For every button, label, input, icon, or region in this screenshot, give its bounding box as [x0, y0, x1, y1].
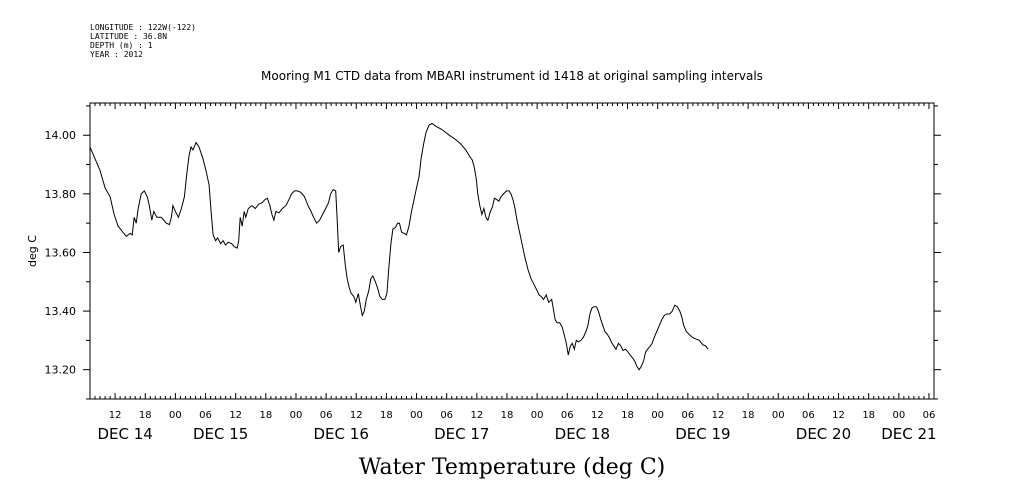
x-hour-label: 06	[681, 410, 694, 421]
x-hour-label: 12	[832, 410, 845, 421]
x-hour-label: 06	[199, 410, 212, 421]
x-hour-label: 00	[892, 410, 905, 421]
x-hour-label: 12	[350, 410, 363, 421]
x-hour-label: 12	[229, 410, 242, 421]
x-hour-labels: 12 18 00 06 12 18 00 06 12 18 00 06 12 18 00 06 12 18 00 06…	[109, 410, 936, 421]
year-label: YEAR : 2012	[90, 50, 143, 59]
x-axis-label: Water Temperature (deg C)	[359, 455, 666, 480]
depth-label: DEPTH (m) : 1	[90, 41, 153, 50]
y-tick-label: 13.60	[45, 246, 77, 259]
x-hour-label: 06	[802, 410, 815, 421]
x-hour-label: 00	[410, 410, 423, 421]
x-hour-label: 12	[591, 410, 604, 421]
x-hour-label: 00	[290, 410, 303, 421]
x-hour-label: 06	[561, 410, 574, 421]
x-day-labels: DEC 14 DEC 15 DEC 16 DEC 17 DEC 18 DEC 19 DEC …	[97, 425, 936, 443]
x-hour-label: 18	[621, 410, 634, 421]
y-tick-label: 13.40	[45, 305, 77, 318]
x-hour-label: 12	[470, 410, 483, 421]
x-hour-label: 06	[320, 410, 333, 421]
x-hour-label: 00	[772, 410, 785, 421]
x-hour-label: 06	[440, 410, 453, 421]
x-day-label: DEC 14	[97, 425, 152, 443]
y-tick-label: 13.20	[45, 364, 77, 377]
x-day-label: DEC 20	[796, 425, 851, 443]
plot-frame	[89, 102, 935, 400]
chart-title: Mooring M1 CTD data from MBARI instrumen…	[261, 69, 763, 83]
y-axis-label: deg C	[26, 235, 39, 267]
x-hour-label: 06	[923, 410, 936, 421]
y-tick-label: 13.80	[45, 188, 77, 201]
x-hour-label: 18	[742, 410, 755, 421]
x-hour-label: 18	[862, 410, 875, 421]
y-tick-labels: 13.20 13.40 13.60 13.80 14.00	[45, 129, 77, 376]
x-hour-label: 18	[501, 410, 514, 421]
y-tick-label: 14.00	[45, 129, 77, 142]
x-hour-label: 00	[169, 410, 182, 421]
x-hour-label: 12	[712, 410, 725, 421]
x-hour-label: 12	[109, 410, 122, 421]
x-hour-label: 18	[139, 410, 152, 421]
x-hour-label: 18	[259, 410, 272, 421]
x-hour-label: 18	[380, 410, 393, 421]
x-hour-label: 00	[531, 410, 544, 421]
x-day-label: DEC 21	[881, 425, 936, 443]
temperature-series-line	[89, 122, 709, 371]
longitude-label: LONGITUDE : 122W(-122)	[90, 23, 196, 32]
latitude-label: LATITUDE : 36.8N	[90, 32, 167, 41]
x-day-label: DEC 17	[434, 425, 489, 443]
x-day-label: DEC 19	[675, 425, 730, 443]
x-day-label: DEC 15	[193, 425, 248, 443]
x-day-label: DEC 18	[555, 425, 610, 443]
x-hour-label: 00	[651, 410, 664, 421]
x-day-label: DEC 16	[314, 425, 369, 443]
ticks-layer	[83, 103, 941, 400]
